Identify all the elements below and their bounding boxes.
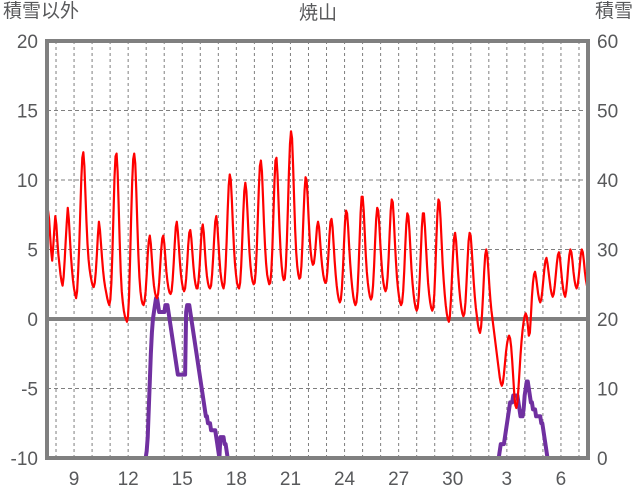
svg-text:24: 24 (334, 469, 356, 490)
svg-text:50: 50 (597, 102, 618, 123)
svg-text:12: 12 (118, 469, 139, 490)
right-axis-tick-labels: 60 50 40 30 20 10 0 (597, 32, 618, 470)
svg-text:15: 15 (172, 469, 193, 490)
svg-text:30: 30 (442, 469, 463, 490)
x-axis-tick-labels: 9 12 15 18 21 24 27 30 3 6 (69, 469, 566, 490)
svg-text:27: 27 (388, 469, 409, 490)
right-axis-title: 積雪 (594, 0, 633, 22)
svg-text:-10: -10 (11, 449, 38, 470)
svg-text:3: 3 (502, 469, 513, 490)
svg-text:20: 20 (597, 310, 618, 331)
svg-text:10: 10 (17, 171, 38, 192)
svg-text:15: 15 (17, 102, 38, 123)
svg-text:6: 6 (556, 469, 567, 490)
svg-text:21: 21 (280, 469, 301, 490)
svg-text:5: 5 (27, 241, 38, 262)
left-axis-title: 積雪以外 (3, 0, 80, 22)
svg-text:9: 9 (69, 469, 80, 490)
chart-title: 焼山 (298, 2, 337, 24)
svg-text:40: 40 (597, 171, 618, 192)
svg-text:-5: -5 (21, 380, 38, 401)
series-line-temperature (45, 130, 590, 410)
svg-text:0: 0 (597, 449, 608, 470)
svg-text:18: 18 (226, 469, 247, 490)
left-axis-tick-labels: 20 15 10 5 0 -5 -10 (11, 32, 38, 470)
svg-text:60: 60 (597, 32, 618, 53)
svg-text:20: 20 (17, 32, 38, 53)
plot-frame (45, 39, 590, 460)
svg-text:0: 0 (27, 310, 38, 331)
svg-text:10: 10 (597, 380, 618, 401)
horizontal-gridlines (47, 110, 588, 389)
svg-text:30: 30 (597, 241, 618, 262)
